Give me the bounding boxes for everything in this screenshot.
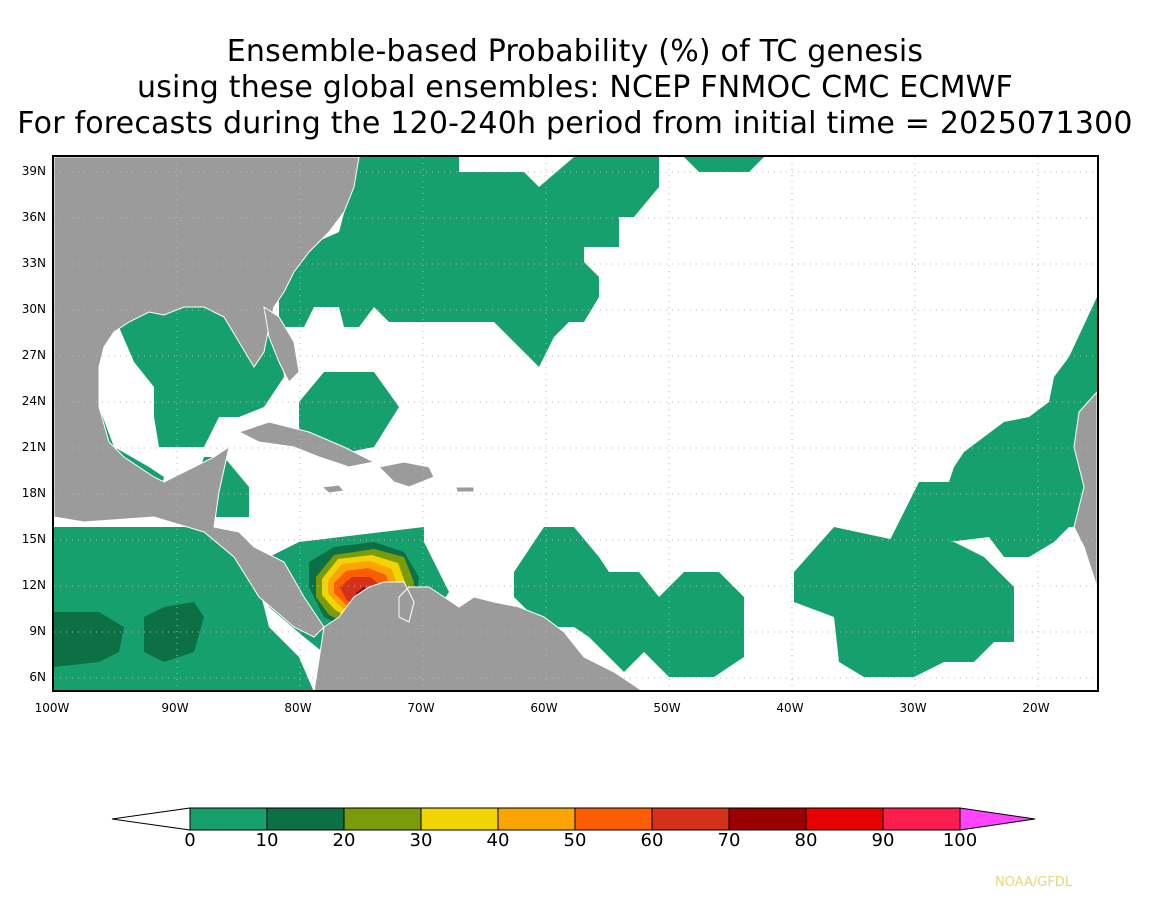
lat-label-21n: 21N <box>21 440 46 454</box>
prob-region-mdr-east <box>794 527 1014 677</box>
lon-label-40w: 40W <box>776 701 804 715</box>
lat-label-39n: 39N <box>21 164 46 178</box>
lon-label-60w: 60W <box>530 701 558 715</box>
land-africa <box>1073 391 1097 588</box>
land-puerto-rico <box>455 486 475 493</box>
legend-label-50: 50 <box>563 830 587 851</box>
legend-box-10-20 <box>266 807 345 831</box>
lon-label-80w: 80W <box>284 701 312 715</box>
legend-label-80: 80 <box>794 830 818 851</box>
graticule <box>54 157 1097 690</box>
lat-label-33n: 33N <box>21 256 46 270</box>
lat-label-24n: 24N <box>21 394 46 408</box>
legend-box-90-100 <box>882 807 961 831</box>
lat-label-9n: 9N <box>29 624 46 638</box>
lat-label-30n: 30N <box>21 302 46 316</box>
lon-label-30w: 30W <box>899 701 927 715</box>
map-title: Ensemble-based Probability (%) of TC gen… <box>0 34 1150 142</box>
legend-label-90: 90 <box>871 830 895 851</box>
lon-label-50w: 50W <box>653 701 681 715</box>
legend-box-50-60 <box>574 807 653 831</box>
land-florida <box>263 305 300 383</box>
legend-box-70-80 <box>728 807 807 831</box>
land-hispaniola <box>377 461 435 488</box>
title-line-1: Ensemble-based Probability (%) of TC gen… <box>226 34 924 69</box>
lat-label-15n: 15N <box>21 532 46 546</box>
lat-label-12n: 12N <box>21 578 46 592</box>
map-canvas <box>54 157 1097 690</box>
land-jamaica <box>320 484 345 494</box>
lat-label-6n: 6N <box>29 670 46 684</box>
legend-label-10: 10 <box>255 830 279 851</box>
land-north-america <box>54 157 360 638</box>
lat-label-36n: 36N <box>21 210 46 224</box>
legend-box-60-70 <box>651 807 730 831</box>
title-line-3: For forecasts during the 120-240h period… <box>17 106 1133 141</box>
land-south-america <box>313 581 642 690</box>
title-line-2: using these global ensembles: NCEP FNMOC… <box>136 70 1013 105</box>
lat-label-27n: 27N <box>21 348 46 362</box>
legend-label-70: 70 <box>717 830 741 851</box>
legend-label-0: 0 <box>184 830 196 851</box>
legend-label-30: 30 <box>409 830 433 851</box>
prob-region-upper-right <box>684 157 764 172</box>
legend-label-100: 100 <box>942 830 978 851</box>
credit-text: NOAA/GFDL <box>995 875 1073 890</box>
legend-box-0-10 <box>189 807 268 831</box>
lon-label-100w: 100W <box>34 701 70 715</box>
prob-region-nw-atlantic <box>279 157 659 367</box>
land-cuba <box>237 421 376 468</box>
legend-box-40-50 <box>497 807 576 831</box>
lon-label-70w: 70W <box>407 701 435 715</box>
legend-box-30-40 <box>420 807 499 831</box>
map-panel <box>52 155 1099 692</box>
legend-colorbar <box>111 807 1036 831</box>
color-legend: 0 10 20 30 40 50 60 70 80 90 100 <box>110 806 1050 866</box>
legend-box-80-90 <box>805 807 884 831</box>
lat-label-18n: 18N <box>21 486 46 500</box>
legend-box-20-30 <box>343 807 422 831</box>
prob-region-mdr-west <box>514 527 744 677</box>
lon-label-90w: 90W <box>161 701 189 715</box>
legend-arrow-left <box>111 807 191 831</box>
legend-label-60: 60 <box>640 830 664 851</box>
land-masses <box>54 157 1097 690</box>
legend-label-40: 40 <box>486 830 510 851</box>
lon-label-20w: 20W <box>1022 701 1050 715</box>
prob-region-east-atlantic <box>889 297 1097 557</box>
legend-arrow-right <box>959 807 1036 831</box>
legend-label-20: 20 <box>332 830 356 851</box>
prob-region-bahamas <box>299 372 399 457</box>
prob-region-pacific-dark-1 <box>54 612 124 667</box>
